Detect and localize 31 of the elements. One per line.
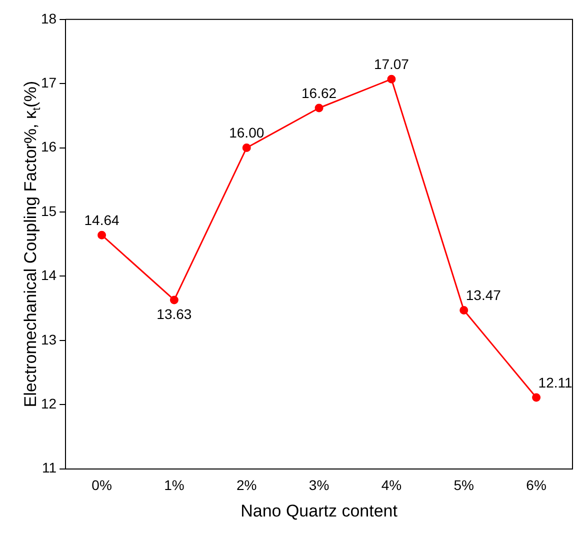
point — [98, 230, 106, 240]
x-tick-label: 0% — [92, 477, 112, 494]
x-tick-label: 2% — [236, 477, 257, 494]
y-tick-label: 14 — [40, 267, 57, 284]
point — [460, 306, 468, 314]
x-tick-label: 4% — [381, 477, 402, 494]
point — [170, 296, 178, 304]
y-tick-label: 15 — [40, 202, 57, 219]
text: 17.07 — [374, 56, 409, 72]
x-tick-label: 5% — [454, 477, 474, 494]
y-tick-label: 13 — [40, 331, 57, 348]
y-tick-label: 12 — [40, 395, 57, 412]
text: 16.62 — [302, 84, 337, 101]
point — [314, 104, 324, 112]
x-axis-title: Nano Quartz content — [240, 501, 398, 520]
x-tick-label: 3% — [308, 477, 330, 494]
text: 16.00 — [229, 124, 264, 141]
text: 13.63 — [156, 306, 192, 322]
point — [242, 144, 251, 152]
y-axis-title: Electromechanical Coupling Factor%, κt(%) — [21, 80, 43, 408]
y-tick-label: 11 — [42, 460, 57, 476]
y-tick-label: 18 — [40, 10, 57, 26]
x-tick-label: 6% — [526, 477, 546, 494]
y-tick-label: 16 — [40, 138, 57, 155]
y-tick-label: 17 — [40, 74, 57, 90]
text: 12.11 — [538, 374, 572, 390]
text: 14.64 — [84, 212, 120, 228]
point — [532, 393, 541, 402]
x-tick-label: 1% — [164, 477, 184, 494]
point — [387, 74, 396, 84]
text: 13.47 — [466, 287, 501, 304]
